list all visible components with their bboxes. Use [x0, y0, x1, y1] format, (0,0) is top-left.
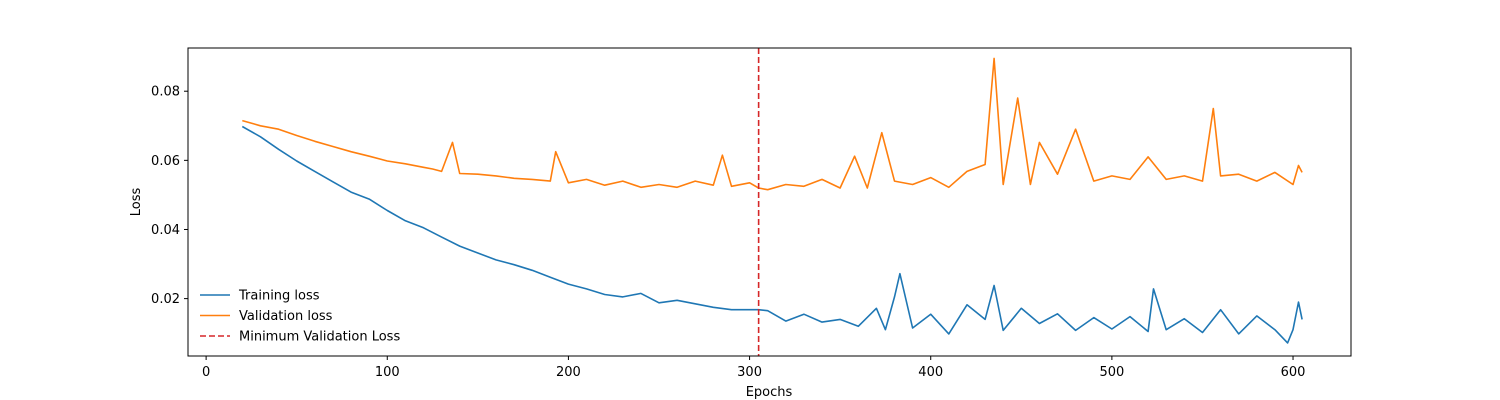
x-axis-label: Epochs — [746, 385, 793, 400]
y-tick-label: 0.02 — [151, 292, 180, 307]
legend-label-minimum-validation-loss: Minimum Validation Loss — [239, 330, 400, 345]
y-tick-label: 0.04 — [151, 223, 180, 238]
x-tick-label: 100 — [375, 365, 400, 380]
x-tick-label: 300 — [737, 365, 762, 380]
x-tick-label: 500 — [1099, 365, 1124, 380]
x-tick-label: 0 — [202, 365, 210, 380]
series-line-validation-loss — [242, 57, 1303, 191]
legend: Training loss Validation loss Minimum Vali… — [200, 289, 400, 345]
x-tick-label: 200 — [556, 365, 581, 380]
x-tick-label: 400 — [918, 365, 943, 380]
x-tick-label: 600 — [1281, 365, 1306, 380]
series-layer — [241, 57, 1303, 344]
series-line-training-loss — [241, 125, 1303, 344]
x-axis: 0 100 200 300 400 500 600 — [202, 356, 1305, 380]
legend-label-validation-loss: Validation loss — [239, 309, 333, 324]
legend-label-training-loss: Training loss — [238, 289, 320, 304]
y-axis: 0.02 0.04 0.06 0.08 — [151, 85, 188, 307]
y-tick-label: 0.08 — [151, 85, 180, 100]
y-tick-label: 0.06 — [151, 154, 180, 169]
plot-frame — [187, 47, 1352, 357]
y-axis-label: Loss — [129, 188, 144, 217]
